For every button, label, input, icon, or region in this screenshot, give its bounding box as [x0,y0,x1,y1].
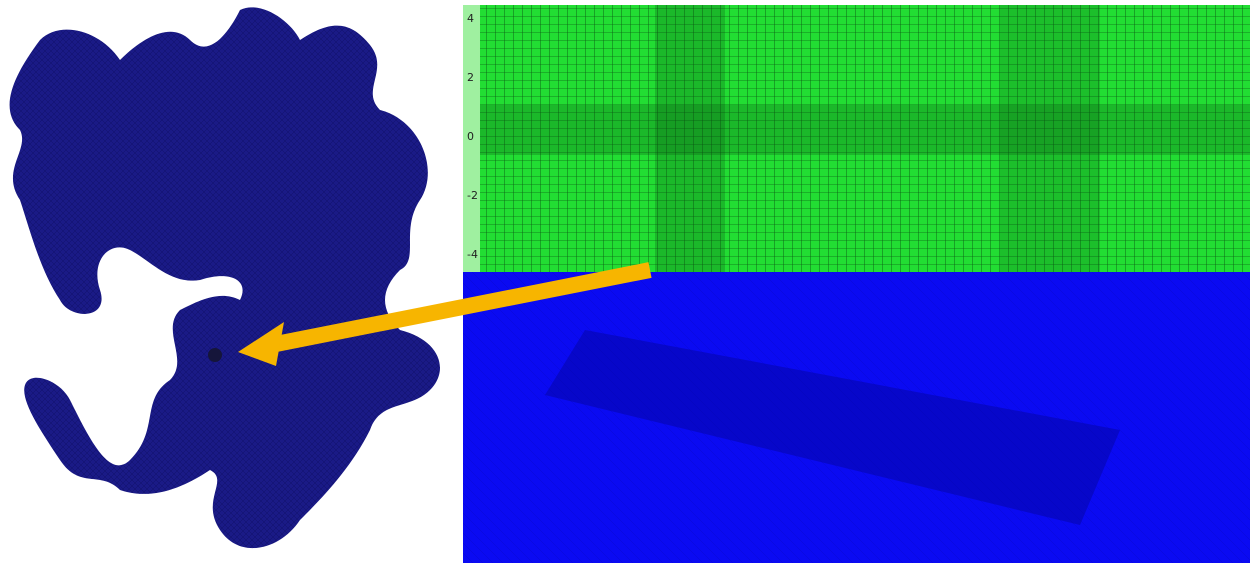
tick-label: 4 [467,12,474,25]
arrow [238,262,652,366]
unstructured-mesh-panel [463,272,1250,563]
probe-point [208,348,222,362]
tick-label: 2 [467,71,474,84]
tick-label: -2 [467,189,478,202]
structured-mesh-panel [463,5,1250,272]
mesh-domain [9,7,440,549]
tick-label: -4 [467,248,478,261]
axis-ticks: 4 2 0 -2 -4 [467,12,478,261]
tick-label: 0 [467,130,474,143]
